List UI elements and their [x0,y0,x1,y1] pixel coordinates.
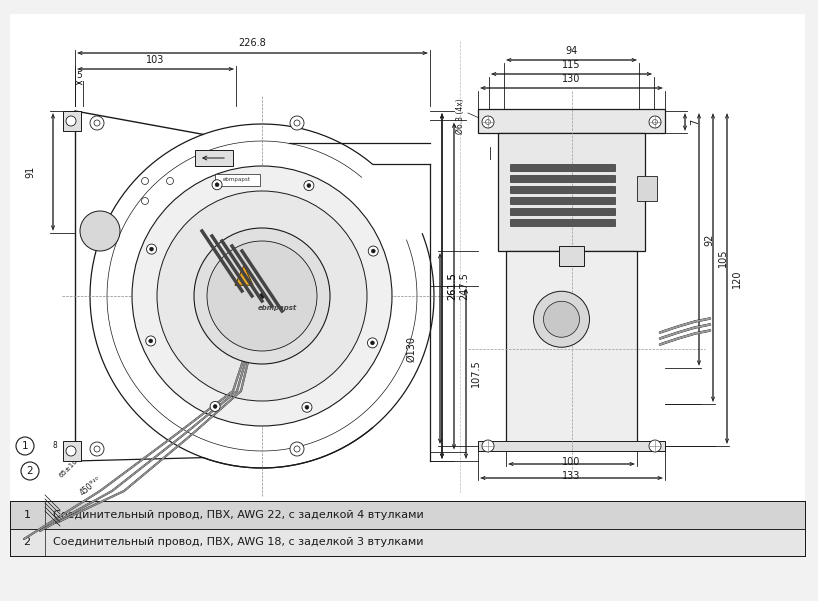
Circle shape [543,301,579,337]
Circle shape [368,246,378,256]
Circle shape [90,442,104,456]
Text: 65±10: 65±10 [57,457,79,478]
Circle shape [653,120,658,124]
Bar [510,197,615,204]
Bar [498,133,645,251]
Bar [478,441,665,451]
Bar [559,246,584,266]
Circle shape [210,401,220,412]
Text: 5: 5 [76,71,82,80]
Circle shape [157,191,367,401]
Bar [10,501,805,528]
Bar [506,251,637,446]
Text: ebmpapst: ebmpapst [223,177,251,183]
Text: 120: 120 [732,269,742,288]
Text: 94: 94 [565,46,578,56]
Circle shape [305,405,309,409]
Text: 103: 103 [146,55,164,65]
Circle shape [259,293,264,299]
Circle shape [149,339,153,343]
Text: 261.5: 261.5 [447,272,457,300]
Text: 105: 105 [718,248,728,267]
Circle shape [150,247,154,251]
Circle shape [167,177,173,185]
Bar [510,186,615,193]
Bar [478,109,665,133]
Bar [215,174,260,186]
Circle shape [142,177,149,185]
Circle shape [533,291,590,347]
Circle shape [290,442,304,456]
Bar [195,150,233,166]
Text: 2: 2 [24,537,30,548]
Bar [510,219,615,226]
Circle shape [215,183,219,187]
Text: 130: 130 [562,74,581,84]
Text: 8: 8 [52,442,57,451]
Text: Соединительный провод, ПВХ, AWG 22, с заделкой 4 втулками: Соединительный провод, ПВХ, AWG 22, с за… [53,510,424,520]
Circle shape [142,198,149,204]
Circle shape [16,437,34,455]
Circle shape [482,440,494,452]
Text: 91: 91 [25,166,35,178]
Text: Соединительный провод, ПВХ, AWG 18, с заделкой 3 втулками: Соединительный провод, ПВХ, AWG 18, с за… [53,537,424,548]
Circle shape [66,116,76,126]
Bar [63,441,81,461]
Text: 7: 7 [690,119,700,125]
Text: 1: 1 [22,441,29,451]
Bar [510,175,615,182]
Circle shape [649,116,661,128]
Text: 107.5: 107.5 [471,359,481,388]
Bar [637,176,657,201]
Circle shape [21,462,39,480]
Circle shape [66,446,76,456]
Circle shape [649,440,661,452]
Text: Ø6.3 (4x): Ø6.3 (4x) [456,98,465,134]
Circle shape [80,211,120,251]
Bar [63,111,81,131]
Circle shape [90,116,104,130]
Bar [10,14,805,501]
Bar [10,528,805,556]
Circle shape [371,249,375,253]
Circle shape [146,336,155,346]
Circle shape [194,228,330,364]
Circle shape [486,120,491,124]
Text: 261.5: 261.5 [447,272,457,300]
Circle shape [302,402,312,412]
Circle shape [371,341,375,345]
Text: 226.8: 226.8 [239,38,267,48]
Circle shape [482,116,494,128]
Text: 115: 115 [562,60,581,70]
Circle shape [212,180,222,190]
Text: 2: 2 [27,466,34,476]
Circle shape [207,241,317,351]
Text: Ø130: Ø130 [406,335,416,361]
Text: 100: 100 [562,457,581,467]
Circle shape [146,244,156,254]
Text: 450°²⁰: 450°²⁰ [78,475,102,498]
Text: 1: 1 [24,510,30,520]
Circle shape [307,183,311,188]
Polygon shape [235,266,253,285]
Text: ebmpapst: ebmpapst [258,305,297,311]
Text: 92: 92 [704,233,714,246]
Bar [510,208,615,215]
Circle shape [367,338,377,348]
Circle shape [132,166,392,426]
Circle shape [213,404,217,409]
Text: 247.5: 247.5 [459,272,469,300]
Circle shape [304,180,314,191]
Bar [510,164,615,171]
Circle shape [290,116,304,130]
Text: 133: 133 [562,471,581,481]
